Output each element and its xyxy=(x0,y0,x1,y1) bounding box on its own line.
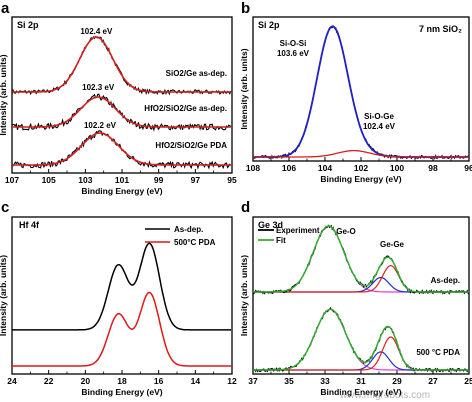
d-xtick-label: 27 xyxy=(428,376,438,386)
b-peak1-name: Si-O-Si xyxy=(280,39,307,48)
d-series-label-1: 500 °C PDA xyxy=(416,348,460,357)
d-panel-letter: d xyxy=(241,199,250,216)
a-fit-line-2 xyxy=(12,132,231,166)
c-ylabel: Intensity (arb. units) xyxy=(0,255,8,336)
b-xtick-label: 96 xyxy=(464,163,472,173)
b-inset-label: 7 nm SiO₂ xyxy=(419,24,462,34)
a-xtick-label: 99 xyxy=(154,175,164,185)
d-xtick-label: 31 xyxy=(356,376,366,386)
a-xtick-label: 95 xyxy=(227,175,237,185)
c-xtick-label: 22 xyxy=(44,376,54,386)
d-series-label-0: As-dep. xyxy=(431,276,460,285)
panel-c: 24 22 20 18 16 14 12 Binding Energy (eV) Intensi… xyxy=(0,199,237,397)
a-fit-line-0 xyxy=(12,36,231,93)
c-legend-label-1: 500°C PDA xyxy=(174,238,216,247)
d-legend-label-1: Fit xyxy=(276,236,286,245)
b-title: Si 2p xyxy=(258,20,280,30)
a-title: Si 2p xyxy=(17,20,39,30)
a-ylabel: Intensity (arb. units) xyxy=(0,54,8,135)
a-exp-line-1 xyxy=(11,93,232,132)
b-xtick-label: 108 xyxy=(246,163,260,173)
a-peak-label-2: 102.2 eV xyxy=(84,121,117,130)
c-xtick-label: 12 xyxy=(227,376,237,386)
a-xtick-label: 97 xyxy=(191,175,201,185)
c-xtick-label: 16 xyxy=(154,376,164,386)
a-xlabel: Binding Energy (eV) xyxy=(81,186,162,196)
d-xtick-label: 33 xyxy=(320,376,330,386)
a-xtick-label: 105 xyxy=(42,175,56,185)
b-panel-letter: b xyxy=(241,0,250,17)
panel-d: 37 35 33 31 29 27 25 Binding Energy (eV) Intensi… xyxy=(239,199,472,397)
a-fit-line-1 xyxy=(12,96,231,128)
panel-b: 108 106 104 102 100 98 96 Binding Energy (eV) In… xyxy=(239,0,472,184)
d-fit-line-0 xyxy=(253,225,469,293)
d-title: Ge 3d xyxy=(258,220,283,230)
c-series-line-1 xyxy=(12,291,232,367)
b-peak1-energy: 103.6 eV xyxy=(277,49,310,58)
d-label-gege: Ge-Ge xyxy=(380,240,405,249)
c-series-line-0 xyxy=(12,242,232,331)
d-xlabel: Binding Energy (eV) xyxy=(320,387,401,397)
c-title: Hf 4f xyxy=(19,220,40,230)
b-xtick-label: 98 xyxy=(428,163,438,173)
d-xtick-label: 37 xyxy=(248,376,258,386)
a-xtick-label: 103 xyxy=(78,175,92,185)
c-panel-letter: c xyxy=(1,199,9,216)
d-fit-line-1 xyxy=(253,308,469,371)
d-ylabel: Intensity (arb. units) xyxy=(239,255,249,336)
b-fit-si-o-ge xyxy=(253,149,469,158)
a-xtick-label: 101 xyxy=(115,175,129,185)
c-legend-label-0: As-dep. xyxy=(174,225,203,234)
a-exp-line-0 xyxy=(11,35,232,96)
b-xtick-label: 106 xyxy=(282,163,296,173)
panel-a: 107 105 103 101 99 97 95 Binding Energy (eV) Int… xyxy=(0,0,237,196)
a-xtick-label: 107 xyxy=(5,175,19,185)
a-series-label-1: HfO2/SiO2/Ge as-dep. xyxy=(144,104,227,113)
a-series-label-2: HfO2/SiO2/Ge PDA xyxy=(155,141,227,150)
b-xlabel: Binding Energy (eV) xyxy=(320,174,401,184)
c-xtick-label: 24 xyxy=(7,376,17,386)
a-panel-letter: a xyxy=(1,0,10,17)
a-peak-label-1: 102.3 eV xyxy=(82,83,115,92)
c-xtick-label: 14 xyxy=(191,376,201,386)
b-xtick-label: 100 xyxy=(390,163,404,173)
a-series-label-0: SiO2/Ge as-dep. xyxy=(166,69,227,78)
d-xtick-label: 29 xyxy=(392,376,402,386)
d-label-geo: Ge-O xyxy=(336,227,356,236)
c-xtick-label: 20 xyxy=(81,376,91,386)
d-xtick-label: 25 xyxy=(464,376,472,386)
a-peak-label-0: 102.4 eV xyxy=(80,27,113,36)
watermark: www.mfgrobots.com xyxy=(339,390,430,401)
b-ylabel: Intensity (arb. units) xyxy=(239,48,249,129)
c-xtick-label: 18 xyxy=(117,376,127,386)
b-peak2-name: Si-O-Ge xyxy=(364,112,394,121)
b-xtick-label: 102 xyxy=(354,163,368,173)
d-legend-label-0: Experiment xyxy=(276,226,320,235)
b-xtick-label: 104 xyxy=(318,163,332,173)
c-xlabel: Binding Energy (eV) xyxy=(81,387,162,397)
b-peak2-energy: 102.4 eV xyxy=(363,122,396,131)
d-xtick-label: 35 xyxy=(284,376,294,386)
